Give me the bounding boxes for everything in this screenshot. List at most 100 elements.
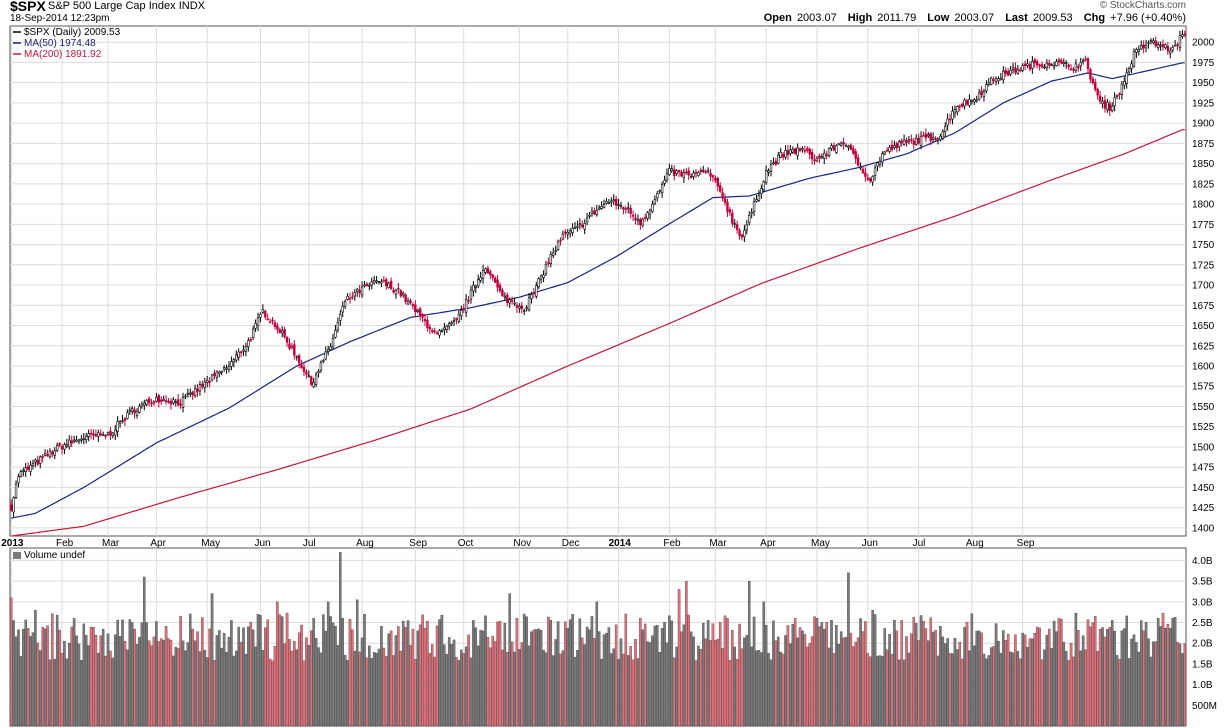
candle-body: [767, 170, 770, 173]
candle-body: [72, 439, 76, 442]
volume-bar: [559, 653, 562, 727]
candle-body: [552, 252, 555, 256]
candle-body: [547, 262, 550, 264]
volume-bar: [1081, 635, 1085, 727]
candle-body: [605, 200, 608, 204]
candle-body: [1161, 44, 1165, 48]
candle-body: [193, 388, 197, 396]
candle-body: [1060, 60, 1063, 64]
candle-body: [317, 371, 320, 374]
candle-body: [232, 359, 236, 363]
volume-bar: [564, 621, 567, 727]
volume-bar: [104, 655, 107, 727]
candle-body: [1043, 66, 1046, 69]
volume-bar: [254, 646, 257, 727]
candle-body: [14, 483, 18, 499]
volume-bar: [539, 629, 543, 727]
volume-bar: [179, 616, 182, 727]
volume-bar: [1108, 627, 1112, 727]
candle-body: [460, 310, 463, 317]
candle-body: [1152, 40, 1155, 44]
volume-bar: [847, 572, 850, 727]
volume-bar: [128, 619, 132, 727]
volume-bar: [244, 653, 248, 727]
candle-body: [479, 277, 482, 281]
volume-bar: [634, 639, 637, 727]
price-tick-label: 1625: [1192, 341, 1215, 352]
price-tick-label: 1825: [1192, 179, 1215, 190]
candle-body: [297, 355, 301, 364]
volume-bar: [75, 635, 78, 727]
volume-bar: [946, 638, 949, 727]
volume-bar: [285, 612, 289, 727]
candle-body: [716, 177, 719, 187]
volume-bar: [1055, 631, 1058, 727]
candle-body: [622, 207, 625, 210]
volume-bar: [706, 620, 710, 727]
candle-body: [680, 171, 683, 177]
price-tick-label: 1450: [1192, 483, 1215, 494]
candle-body: [421, 314, 424, 318]
candle-body: [612, 199, 615, 202]
candle-body: [808, 149, 811, 155]
candle-body: [1101, 101, 1104, 104]
candle-body: [723, 198, 727, 203]
candle-body: [334, 330, 337, 338]
volume-bar: [24, 619, 27, 727]
candle-body: [1023, 63, 1027, 66]
volume-bar: [467, 634, 470, 727]
candle-body: [752, 201, 756, 213]
candle-body: [825, 154, 828, 156]
candle-body: [41, 456, 44, 458]
volume-bar: [1142, 630, 1145, 727]
candle-body: [643, 217, 647, 219]
candle-body: [733, 223, 736, 225]
candle-body: [629, 208, 632, 214]
volume-bar: [1064, 651, 1068, 727]
candle-body: [1140, 45, 1143, 50]
candle-body: [777, 154, 780, 164]
ma200-line-group: [11, 129, 1185, 537]
volume-bar: [997, 641, 1000, 727]
candle-body: [218, 371, 221, 374]
volume-bar: [941, 636, 945, 727]
volume-bar: [1181, 653, 1184, 727]
month-label: 2013: [1, 538, 24, 549]
volume-bar: [186, 642, 190, 727]
volume-bar: [114, 634, 117, 727]
candle-body: [80, 438, 83, 441]
candle-body: [160, 399, 163, 402]
volume-bar: [1125, 615, 1128, 727]
candle-body: [481, 270, 485, 280]
candle-body: [864, 172, 867, 177]
volume-bar: [573, 656, 577, 727]
candle-body: [985, 84, 988, 92]
month-label: Jun: [862, 538, 878, 549]
volume-bar: [718, 622, 722, 727]
candle-body: [353, 292, 357, 297]
volume-bar: [53, 658, 57, 727]
candle-body: [883, 151, 886, 155]
candle-body: [856, 157, 860, 166]
candle-body: [990, 77, 993, 85]
candle-body: [663, 179, 666, 184]
candle-body: [89, 432, 93, 435]
volume-bar: [14, 636, 18, 727]
volume-bar: [222, 633, 226, 727]
candle-body: [375, 280, 378, 283]
candle-body: [261, 309, 265, 313]
volume-bar: [714, 640, 717, 727]
price-tick-label: 1725: [1192, 260, 1215, 271]
volume-bar: [1072, 656, 1075, 727]
volume-bar: [336, 644, 340, 727]
candle-body: [493, 277, 497, 283]
candle-body: [941, 131, 945, 139]
volume-bar: [455, 657, 458, 727]
timestamp: 18-Sep-2014 12:23pm: [10, 13, 110, 24]
volume-bar: [1038, 627, 1041, 727]
volume-bar: [266, 619, 269, 727]
candle-body: [1038, 64, 1041, 67]
volume-bar: [902, 659, 906, 727]
volume-bar: [898, 659, 901, 727]
volume-bar: [452, 639, 456, 727]
